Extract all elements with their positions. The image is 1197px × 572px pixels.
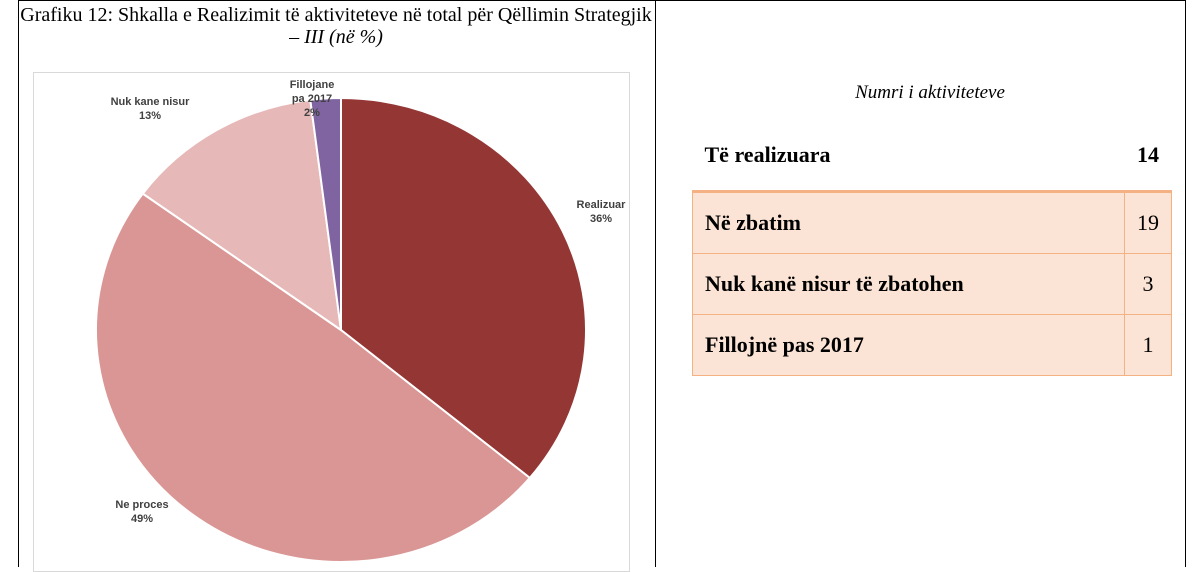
table-row: Në zbatim 19 [692, 191, 1172, 254]
table-caption: Numri i aktiviteteve [855, 82, 1005, 103]
slice-category: Fillojane pa 2017 [289, 79, 335, 105]
row-label: Fillojnë pas 2017 [692, 314, 1125, 376]
row-value: 19 [1124, 191, 1172, 254]
slice-label: Nuk kane nisur 13% [110, 95, 190, 123]
row-value: 14 [1124, 120, 1172, 193]
title-italic: III (në %) [304, 26, 383, 48]
slice-category: Realizuar [576, 199, 626, 211]
table-row: Të realizuara 14 [692, 120, 1172, 193]
row-value: 3 [1124, 253, 1172, 315]
row-label: Të realizuara [692, 120, 1125, 193]
slice-category: Nuk kane nisur [110, 96, 190, 108]
table-frame [18, 0, 1186, 567]
slice-label: Fillojane pa 2017 2% [282, 78, 342, 120]
pie-slice [340, 96, 587, 480]
activity-table: Të realizuara 14 Në zbatim 19 Nuk kanë nisur… [692, 120, 1172, 376]
pie-slice [141, 98, 343, 333]
slice-label: Realizuar 36% [571, 198, 631, 226]
slice-category: Ne proces [115, 499, 169, 511]
row-label: Nuk kanë nisur të zbatohen [692, 253, 1125, 315]
slice-value: 49% [130, 513, 154, 525]
table-row: Nuk kanë nisur të zbatohen 3 [692, 253, 1172, 315]
pie-slice [309, 96, 342, 331]
table-row: Fillojnë pas 2017 1 [692, 314, 1172, 376]
pie-slice [95, 192, 532, 563]
row-label: Në zbatim [692, 191, 1125, 254]
slice-value: 13% [138, 110, 162, 122]
title-text: Grafiku 12: Shkalla e Realizimit të akti… [20, 4, 652, 48]
chart-title: Grafiku 12: Shkalla e Realizimit të akti… [20, 4, 652, 48]
slice-value: 36% [589, 213, 613, 225]
slice-value: 2% [304, 107, 320, 119]
row-value: 1 [1124, 314, 1172, 376]
slice-label: Ne proces 49% [112, 498, 172, 526]
column-divider [655, 0, 656, 567]
